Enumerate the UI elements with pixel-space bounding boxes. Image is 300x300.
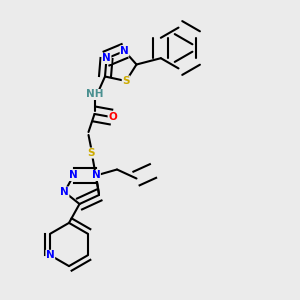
Text: N: N — [102, 53, 111, 64]
Text: O: O — [108, 112, 117, 122]
Text: NH: NH — [86, 89, 103, 100]
Text: N: N — [120, 46, 129, 56]
Text: S: S — [88, 148, 95, 158]
Text: S: S — [122, 76, 130, 86]
Text: N: N — [69, 170, 78, 181]
Text: N: N — [92, 170, 100, 181]
Text: N: N — [60, 187, 69, 197]
Text: N: N — [46, 250, 55, 260]
